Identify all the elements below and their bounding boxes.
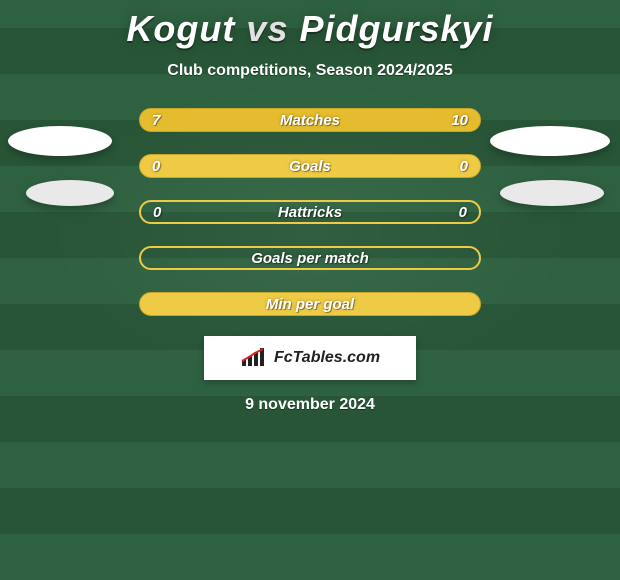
page-title: Kogut vs Pidgurskyi <box>0 0 620 50</box>
footer-brand-box: FcTables.com <box>204 336 416 380</box>
player-badge-right-second <box>500 180 604 206</box>
player-badge-left-second <box>26 180 114 206</box>
row-goals-per-match: Goals per match <box>139 246 481 270</box>
row-matches: 7 Matches 10 <box>139 108 481 132</box>
title-right: Pidgurskyi <box>299 8 493 49</box>
row-min-per-goal-label: Min per goal <box>140 293 480 315</box>
footer-brand-text: FcTables.com <box>274 349 380 367</box>
comparison-arena: 7 Matches 10 0 Goals 0 0 Hattricks 0 Goa… <box>0 108 620 414</box>
row-matches-right-value: 10 <box>451 109 468 131</box>
title-left: Kogut <box>126 8 235 49</box>
bars-icon <box>240 348 268 368</box>
subtitle: Club competitions, Season 2024/2025 <box>0 62 620 80</box>
row-matches-label: Matches <box>140 109 480 131</box>
footer-date: 9 november 2024 <box>0 396 620 414</box>
row-min-per-goal: Min per goal <box>139 292 481 316</box>
row-goals-right-value: 0 <box>460 155 468 177</box>
player-badge-right-top <box>490 126 610 156</box>
row-goals-per-match-label: Goals per match <box>141 248 479 268</box>
row-hattricks-right-value: 0 <box>459 202 467 222</box>
row-hattricks-label: Hattricks <box>141 202 479 222</box>
player-badge-left-top <box>8 126 112 156</box>
row-goals: 0 Goals 0 <box>139 154 481 178</box>
title-vs: vs <box>246 8 288 49</box>
row-goals-label: Goals <box>140 155 480 177</box>
comparison-rows: 7 Matches 10 0 Goals 0 0 Hattricks 0 Goa… <box>139 108 481 316</box>
row-hattricks: 0 Hattricks 0 <box>139 200 481 224</box>
